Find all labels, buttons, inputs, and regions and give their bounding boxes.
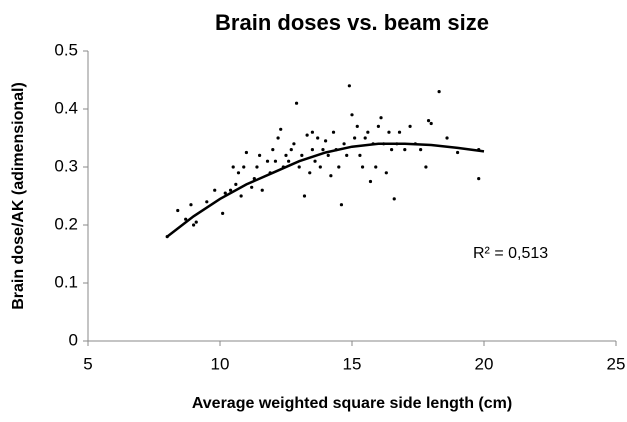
x-tick-label: 25 <box>607 354 626 373</box>
y-axis-label: Brain dose/AK (adimensional) <box>10 82 27 310</box>
point <box>313 159 317 163</box>
point <box>255 165 259 169</box>
point <box>194 220 198 224</box>
point <box>284 153 288 157</box>
point <box>228 188 233 192</box>
point <box>305 133 309 137</box>
point <box>445 136 449 140</box>
point <box>329 174 333 178</box>
point <box>239 194 243 198</box>
point <box>390 148 394 152</box>
point <box>419 148 423 152</box>
point <box>242 165 246 169</box>
point <box>350 113 354 117</box>
point <box>424 165 428 169</box>
point <box>363 136 367 140</box>
point <box>392 197 396 201</box>
point <box>355 124 359 128</box>
point <box>342 142 346 146</box>
y-tick-label: 0.4 <box>54 98 78 117</box>
point <box>287 159 291 163</box>
y-tick-label: 0.3 <box>54 156 78 175</box>
point <box>353 136 357 140</box>
point <box>360 165 365 169</box>
point <box>297 165 301 169</box>
point <box>403 148 407 152</box>
point <box>184 217 188 221</box>
y-tick-label: 0.2 <box>54 214 78 233</box>
point <box>376 124 380 128</box>
point <box>310 130 314 134</box>
x-tick-label: 5 <box>83 354 92 373</box>
point <box>302 194 307 198</box>
annotation: R² = 0,513 <box>473 245 548 262</box>
point <box>236 171 241 175</box>
x-tick-label: 15 <box>343 354 362 373</box>
point <box>192 223 196 227</box>
point <box>368 179 373 184</box>
point <box>176 208 180 213</box>
point <box>213 188 217 192</box>
point <box>294 101 299 105</box>
point <box>397 130 402 134</box>
point <box>316 136 320 140</box>
point <box>408 124 412 128</box>
point <box>326 153 330 157</box>
point <box>221 211 225 215</box>
point <box>258 153 262 157</box>
chart-title: Brain doses vs. beam size <box>215 10 489 35</box>
y-tick-label: 0.5 <box>54 40 78 59</box>
point <box>310 148 314 152</box>
point <box>374 165 378 169</box>
point <box>379 116 383 120</box>
point <box>358 153 362 157</box>
point <box>337 165 341 169</box>
point <box>339 203 344 207</box>
point <box>387 130 391 134</box>
trendline <box>166 142 485 238</box>
point <box>384 171 388 175</box>
point <box>189 203 193 207</box>
point <box>260 188 264 192</box>
point <box>265 159 270 163</box>
point <box>250 185 254 189</box>
point <box>234 182 238 186</box>
y-tick-label: 0 <box>69 330 78 349</box>
point <box>345 153 349 157</box>
x-axis-label: Average weighted square side length (cm) <box>192 395 512 412</box>
point <box>331 130 336 134</box>
point <box>366 130 370 134</box>
point <box>429 121 433 126</box>
point <box>244 150 248 155</box>
y-tick-label: 0.1 <box>54 272 78 291</box>
point <box>318 165 322 169</box>
point <box>289 148 293 152</box>
point <box>477 177 481 181</box>
x-tick-label: 10 <box>211 354 230 373</box>
point <box>279 127 283 131</box>
point <box>300 153 304 157</box>
point <box>347 84 351 88</box>
point <box>308 171 312 175</box>
point <box>321 148 325 152</box>
point <box>324 139 328 143</box>
point <box>292 142 296 146</box>
point <box>276 136 280 140</box>
point <box>456 150 460 155</box>
point <box>273 159 278 163</box>
point <box>437 90 441 94</box>
point <box>231 165 235 169</box>
point <box>223 191 227 195</box>
point <box>205 200 209 204</box>
x-tick-label: 20 <box>475 354 494 373</box>
point <box>426 119 431 123</box>
point <box>271 148 275 152</box>
